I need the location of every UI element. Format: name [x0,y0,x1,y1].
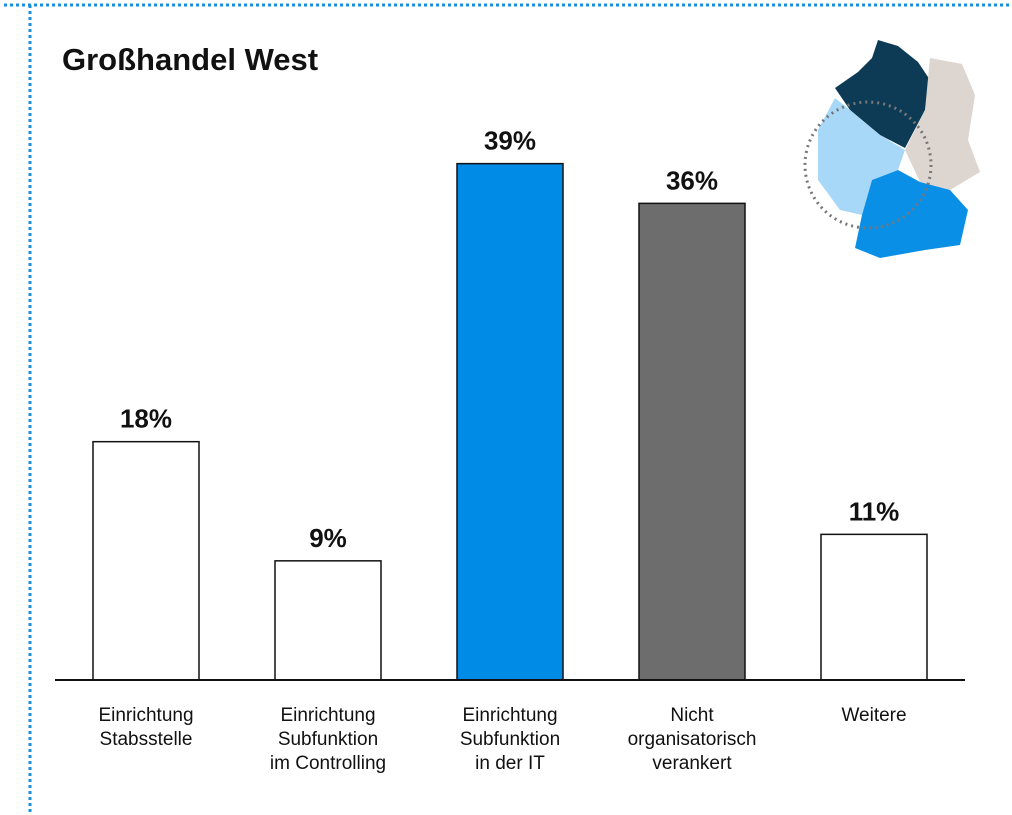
value-label: 11% [849,496,900,526]
bar [92,440,200,681]
bar [820,533,928,681]
chart-title: Großhandel West [62,42,318,77]
x-tick-label: Nicht organisatorisch verankert [627,705,757,774]
bar [274,560,382,681]
bar [456,162,564,681]
value-label: 36% [666,165,718,195]
value-label: 18% [120,404,172,434]
value-label: 39% [484,126,536,156]
bar [638,202,746,681]
x-tick-label: Einrichtung Stabsstelle [98,705,194,750]
x-tick-label: Einrichtung Subfunktion im Controlling [269,705,387,774]
region-map [803,40,980,258]
x-tick-label: Weitere [841,705,907,726]
value-label: 9% [309,523,347,553]
x-tick-label: Einrichtung Subfunktion in der IT [459,705,561,774]
